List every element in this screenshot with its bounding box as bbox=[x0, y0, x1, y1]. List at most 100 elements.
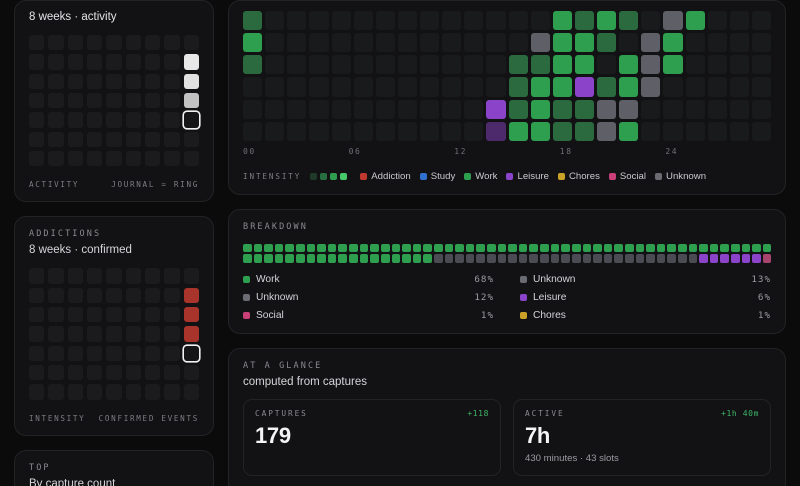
heatmap-cell[interactable] bbox=[87, 54, 103, 70]
heatmap-cell[interactable] bbox=[106, 365, 122, 381]
waffle-cell[interactable] bbox=[540, 243, 549, 253]
heatmap-cell[interactable] bbox=[707, 77, 727, 97]
heatmap-cell[interactable] bbox=[464, 33, 484, 53]
heatmap-cell[interactable] bbox=[685, 121, 705, 141]
stat-card[interactable]: CAPTURES +118 179 bbox=[243, 398, 501, 476]
heatmap-cell[interactable] bbox=[287, 77, 307, 97]
heatmap-cell[interactable] bbox=[331, 33, 351, 53]
heatmap-cell[interactable] bbox=[106, 345, 122, 362]
heatmap-cell[interactable] bbox=[145, 384, 161, 400]
heatmap-cell[interactable] bbox=[125, 131, 142, 148]
waffle-cell[interactable] bbox=[508, 254, 517, 263]
waffle-cell[interactable] bbox=[296, 243, 305, 253]
heatmap-cell[interactable] bbox=[420, 99, 440, 119]
heatmap-cell[interactable] bbox=[663, 55, 683, 75]
heatmap-cell[interactable] bbox=[508, 55, 528, 75]
legend-item[interactable]: Chores bbox=[557, 171, 600, 182]
heatmap-cell[interactable] bbox=[508, 77, 528, 97]
heatmap-cell[interactable] bbox=[87, 287, 103, 304]
waffle-cell[interactable] bbox=[571, 254, 581, 263]
heatmap-cell[interactable] bbox=[707, 11, 727, 31]
heatmap-cell[interactable] bbox=[125, 365, 142, 381]
heatmap-cell[interactable] bbox=[106, 54, 122, 70]
heatmap-cell[interactable] bbox=[751, 121, 771, 141]
waffle-cell[interactable] bbox=[582, 243, 592, 253]
heatmap-cell[interactable] bbox=[442, 33, 462, 53]
waffle-cell[interactable] bbox=[455, 254, 464, 263]
heatmap-cell[interactable] bbox=[106, 151, 122, 167]
heatmap-cell[interactable] bbox=[375, 121, 395, 141]
heatmap-cell[interactable] bbox=[641, 121, 661, 141]
waffle-cell[interactable] bbox=[709, 254, 719, 263]
heatmap-cell[interactable] bbox=[331, 55, 351, 75]
heatmap-cell[interactable] bbox=[87, 345, 103, 362]
heatmap-cell[interactable] bbox=[67, 151, 84, 167]
waffle-cell[interactable] bbox=[593, 243, 602, 253]
waffle-cell[interactable] bbox=[317, 254, 326, 263]
heatmap-cell[interactable] bbox=[751, 99, 771, 119]
heatmap-cell[interactable] bbox=[530, 77, 550, 97]
heatmap-cell[interactable] bbox=[574, 11, 594, 31]
heatmap-cell[interactable] bbox=[420, 77, 440, 97]
waffle-cell[interactable] bbox=[423, 243, 432, 253]
heatmap-cell[interactable] bbox=[87, 112, 103, 128]
heatmap-cell[interactable] bbox=[183, 54, 200, 70]
heatmap-cell[interactable] bbox=[420, 33, 440, 53]
heatmap-cell[interactable] bbox=[67, 35, 84, 51]
waffle-cell[interactable] bbox=[253, 254, 263, 263]
waffle-cell[interactable] bbox=[752, 254, 761, 263]
heatmap-cell[interactable] bbox=[183, 268, 200, 284]
heatmap-cell[interactable] bbox=[486, 77, 506, 97]
heatmap-cell[interactable] bbox=[145, 54, 161, 70]
waffle-cell[interactable] bbox=[296, 254, 305, 263]
heatmap-cell[interactable] bbox=[183, 307, 200, 323]
heatmap-cell[interactable] bbox=[29, 268, 45, 284]
heatmap-cell[interactable] bbox=[67, 287, 84, 304]
heatmap-cell[interactable] bbox=[331, 121, 351, 141]
waffle-cell[interactable] bbox=[731, 243, 740, 253]
heatmap-cell[interactable] bbox=[145, 307, 161, 323]
heatmap-cell[interactable] bbox=[597, 33, 617, 53]
waffle-cell[interactable] bbox=[518, 254, 528, 263]
waffle-cell[interactable] bbox=[540, 254, 549, 263]
heatmap-cell[interactable] bbox=[597, 55, 617, 75]
heatmap-cell[interactable] bbox=[106, 307, 122, 323]
heatmap-cell[interactable] bbox=[29, 112, 45, 128]
heatmap-cell[interactable] bbox=[29, 345, 45, 362]
heatmap-cell[interactable] bbox=[125, 345, 142, 362]
heatmap-cell[interactable] bbox=[552, 33, 572, 53]
heatmap-cell[interactable] bbox=[87, 131, 103, 148]
waffle-cell[interactable] bbox=[433, 254, 443, 263]
heatmap-cell[interactable] bbox=[67, 268, 84, 284]
heatmap-cell[interactable] bbox=[243, 99, 263, 119]
legend-item[interactable]: Leisure bbox=[506, 171, 549, 182]
heatmap-cell[interactable] bbox=[729, 77, 749, 97]
heatmap-cell[interactable] bbox=[641, 33, 661, 53]
heatmap-cell[interactable] bbox=[106, 326, 122, 342]
heatmap-cell[interactable] bbox=[552, 99, 572, 119]
heatmap-cell[interactable] bbox=[106, 268, 122, 284]
heatmap-cell[interactable] bbox=[641, 99, 661, 119]
legend-item[interactable]: Addiction bbox=[360, 171, 411, 182]
heatmap-cell[interactable] bbox=[48, 345, 64, 362]
heatmap-cell[interactable] bbox=[67, 131, 84, 148]
heatmap-cell[interactable] bbox=[641, 55, 661, 75]
heatmap-cell[interactable] bbox=[574, 121, 594, 141]
waffle-cell[interactable] bbox=[720, 243, 730, 253]
heatmap-cell[interactable] bbox=[574, 99, 594, 119]
waffle-cell[interactable] bbox=[518, 243, 528, 253]
activity-minigrid[interactable] bbox=[29, 35, 200, 167]
waffle-cell[interactable] bbox=[349, 243, 358, 253]
heatmap-cell[interactable] bbox=[125, 112, 142, 128]
heatmap-cell[interactable] bbox=[641, 11, 661, 31]
waffle-cell[interactable] bbox=[264, 254, 273, 263]
heatmap-cell[interactable] bbox=[729, 11, 749, 31]
heatmap-cell[interactable] bbox=[183, 73, 200, 90]
heatmap-cell[interactable] bbox=[145, 365, 161, 381]
heatmap-cell[interactable] bbox=[751, 11, 771, 31]
heatmap-cell[interactable] bbox=[331, 11, 351, 31]
heatmap-cell[interactable] bbox=[164, 151, 180, 167]
heatmap-cell[interactable] bbox=[530, 121, 550, 141]
heatmap-cell[interactable] bbox=[48, 268, 64, 284]
heatmap-cell[interactable] bbox=[183, 35, 200, 51]
